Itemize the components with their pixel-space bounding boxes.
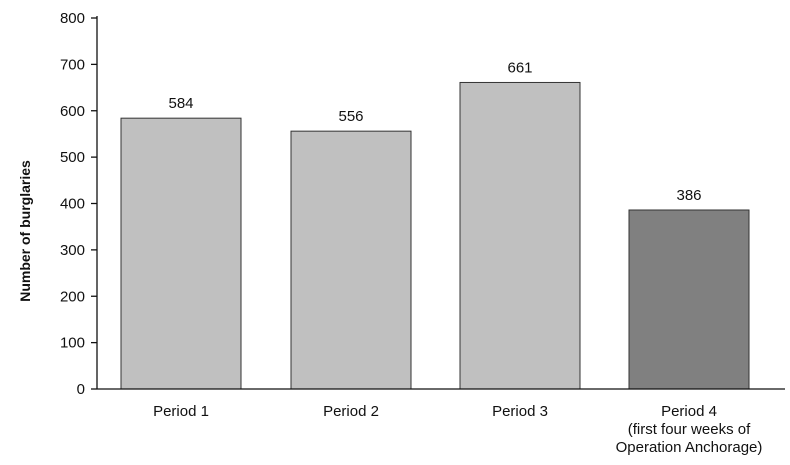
- bar-2: [290, 130, 412, 390]
- y-tick-label: 0: [77, 381, 85, 398]
- bar-1: [120, 117, 242, 390]
- category-label: (first four weeks of: [628, 421, 751, 438]
- y-tick-label: 400: [60, 196, 85, 213]
- bar-3: [459, 81, 581, 390]
- value-label: 556: [338, 108, 363, 125]
- bars: [120, 81, 750, 390]
- y-tick-label: 800: [60, 10, 85, 27]
- y-tick-label: 500: [60, 149, 85, 166]
- value-label: 386: [676, 187, 701, 204]
- y-tick-label: 200: [60, 288, 85, 305]
- category-label: Period 2: [323, 403, 379, 420]
- category-labels: Period 1 Period 2 Period 3 Period 4(first f…: [153, 403, 762, 456]
- category-label: Period 4: [661, 403, 717, 420]
- y-axis-ticks: 0 100 200 300 400 500 600 700 800: [60, 10, 97, 398]
- y-tick-label: 300: [60, 242, 85, 259]
- category-label: Period 1: [153, 403, 209, 420]
- y-tick-label: 100: [60, 335, 85, 352]
- value-labels: 584 556 661 386: [168, 59, 701, 204]
- y-tick-label: 600: [60, 103, 85, 120]
- category-label: Period 3: [492, 403, 548, 420]
- value-label: 661: [507, 59, 532, 76]
- y-tick-label: 700: [60, 56, 85, 73]
- category-label: Operation Anchorage): [616, 439, 763, 456]
- value-label: 584: [168, 95, 193, 112]
- bar-4: [628, 209, 750, 390]
- y-axis-label: Number of burglaries: [17, 160, 33, 302]
